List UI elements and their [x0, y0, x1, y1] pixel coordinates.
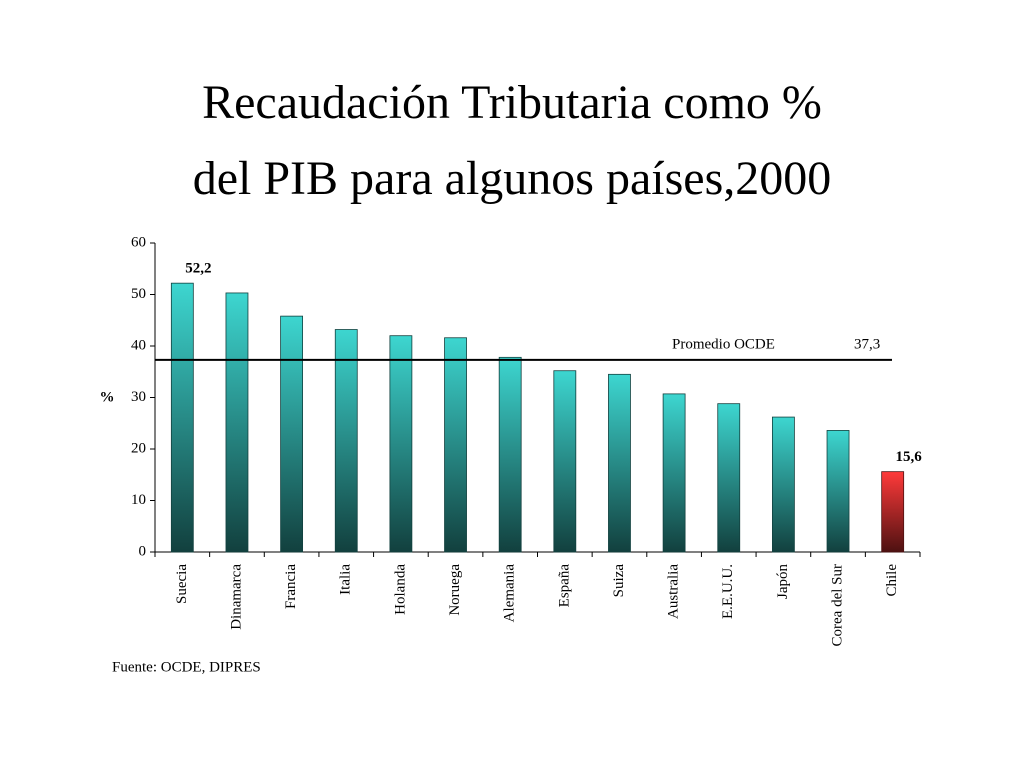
x-tick-label: Dinamarca [228, 564, 244, 630]
y-tick-label: 50 [131, 286, 146, 302]
chart-title: del PIB para algunos países,2000 [193, 152, 832, 205]
x-tick-label: Holanda [392, 564, 408, 615]
y-tick-label: 60 [131, 234, 146, 250]
bar [771, 416, 795, 553]
x-tick-label: Corea del Sur [829, 564, 845, 646]
y-axis-label: % [100, 389, 115, 405]
bar [444, 337, 467, 553]
source: Fuente: OCDE, DIPRES [112, 659, 261, 675]
chart-title: Recaudación Tributaria como % [202, 76, 822, 129]
y-tick-label: 40 [131, 337, 146, 353]
value-label: 15,6 [896, 449, 923, 465]
reference-name: Promedio OCDE [672, 336, 775, 352]
value-label: 52,2 [185, 261, 211, 277]
x-tick-label: Australia [666, 564, 682, 619]
bar [826, 430, 850, 553]
x-tick-label: Alemania [502, 564, 518, 623]
reference-label: 37,3 [854, 336, 880, 352]
x-tick-label: Noruega [447, 564, 463, 616]
x-tick-label: Japón [775, 564, 791, 599]
bar [881, 471, 905, 553]
x-tick-label: Suecia [174, 564, 190, 604]
x-tick-label: Suiza [611, 564, 627, 598]
x-tick-label: España [556, 564, 572, 608]
y-tick-label: 0 [139, 543, 147, 559]
bar [553, 370, 577, 553]
bar [608, 373, 631, 553]
x-tick-label: Italia [338, 564, 354, 595]
bar [280, 315, 304, 553]
y-tick-label: 20 [131, 440, 146, 456]
x-tick-label: Francia [283, 564, 299, 609]
bar [170, 282, 194, 553]
bar [498, 356, 522, 553]
x-tick-label: Chile [884, 564, 900, 597]
x-tick-label: E.E.U.U. [720, 564, 736, 619]
bar [334, 329, 358, 553]
y-tick-label: 10 [131, 492, 146, 508]
y-tick-label: 30 [131, 389, 146, 405]
bar [225, 292, 249, 553]
bar [389, 335, 413, 553]
bar [717, 403, 741, 553]
bar [662, 393, 686, 553]
